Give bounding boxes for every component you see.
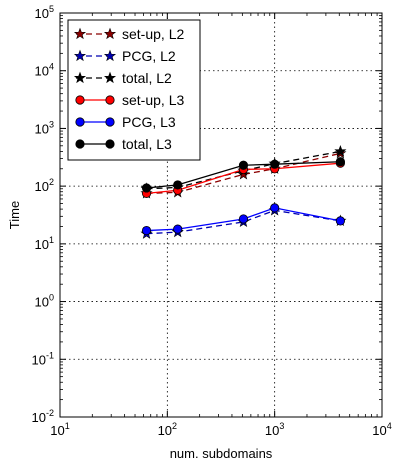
y-tick-label: 100	[35, 293, 54, 310]
y-tick-label: 103	[35, 119, 54, 136]
legend-entry: PCG, L2	[73, 48, 176, 64]
y-tick-label: 10-2	[32, 408, 54, 425]
x-tick-label: 104	[372, 421, 391, 438]
legend-box	[67, 19, 201, 161]
plot-frame	[59, 12, 383, 418]
series-line	[146, 209, 341, 235]
y-tick-label: 102	[35, 177, 54, 194]
series-4	[141, 203, 345, 236]
legend-marker	[105, 139, 115, 149]
data-point	[335, 157, 345, 167]
x-tick-label: 103	[265, 421, 284, 438]
y-axis-label: Time	[7, 201, 22, 229]
legend-marker	[75, 95, 85, 105]
legend-entry: set-up, L3	[75, 92, 184, 108]
data-point	[270, 203, 280, 213]
legend-label: PCG, L3	[122, 114, 176, 130]
legend-label: set-up, L3	[122, 92, 184, 108]
legend-entry: total, L3	[75, 136, 172, 152]
legend-marker	[75, 139, 85, 149]
legend-entry: set-up, L2	[73, 26, 184, 42]
legend-marker	[103, 71, 117, 84]
ticks: 101 102 103 104 10-2 10-1 100 101 102 103 104 105	[32, 4, 392, 438]
x-tick-label: 101	[50, 421, 69, 438]
data-point	[173, 180, 183, 190]
y-tick-label: 101	[35, 235, 54, 252]
legend-marker	[75, 117, 85, 127]
series-5	[141, 157, 345, 193]
data-point	[141, 183, 152, 193]
legend-label: total, L2	[122, 70, 172, 86]
x-tick-label: 102	[158, 421, 177, 438]
y-tick-label: 105	[35, 4, 54, 21]
legend-marker	[103, 27, 117, 40]
y-tick-label: 10-1	[32, 350, 54, 367]
legend-marker	[73, 71, 87, 84]
data-point	[238, 160, 249, 170]
x-axis-label: num. subdomains	[170, 446, 273, 461]
data-point	[334, 145, 347, 157]
series-line	[146, 150, 341, 190]
legend-marker	[105, 95, 115, 105]
data-point	[141, 225, 152, 236]
data-point	[270, 159, 280, 169]
legend-marker	[73, 49, 87, 62]
legend-marker	[73, 27, 87, 40]
legend: set-up, L2 PCG, L2 total, L2 set-up, L3 PCG,…	[67, 19, 201, 161]
legend-label: PCG, L2	[122, 48, 176, 64]
legend-marker	[105, 117, 115, 127]
legend-marker	[103, 49, 117, 62]
legend-entry: total, L2	[73, 70, 172, 86]
legend-label: set-up, L2	[122, 26, 184, 42]
data-point	[335, 216, 345, 226]
data-point	[238, 214, 249, 224]
series-layer	[140, 145, 347, 239]
legend-label: total, L3	[122, 136, 172, 152]
y-tick-label: 104	[35, 62, 54, 79]
data-point	[173, 224, 183, 234]
legend-entry: PCG, L3	[75, 114, 176, 130]
